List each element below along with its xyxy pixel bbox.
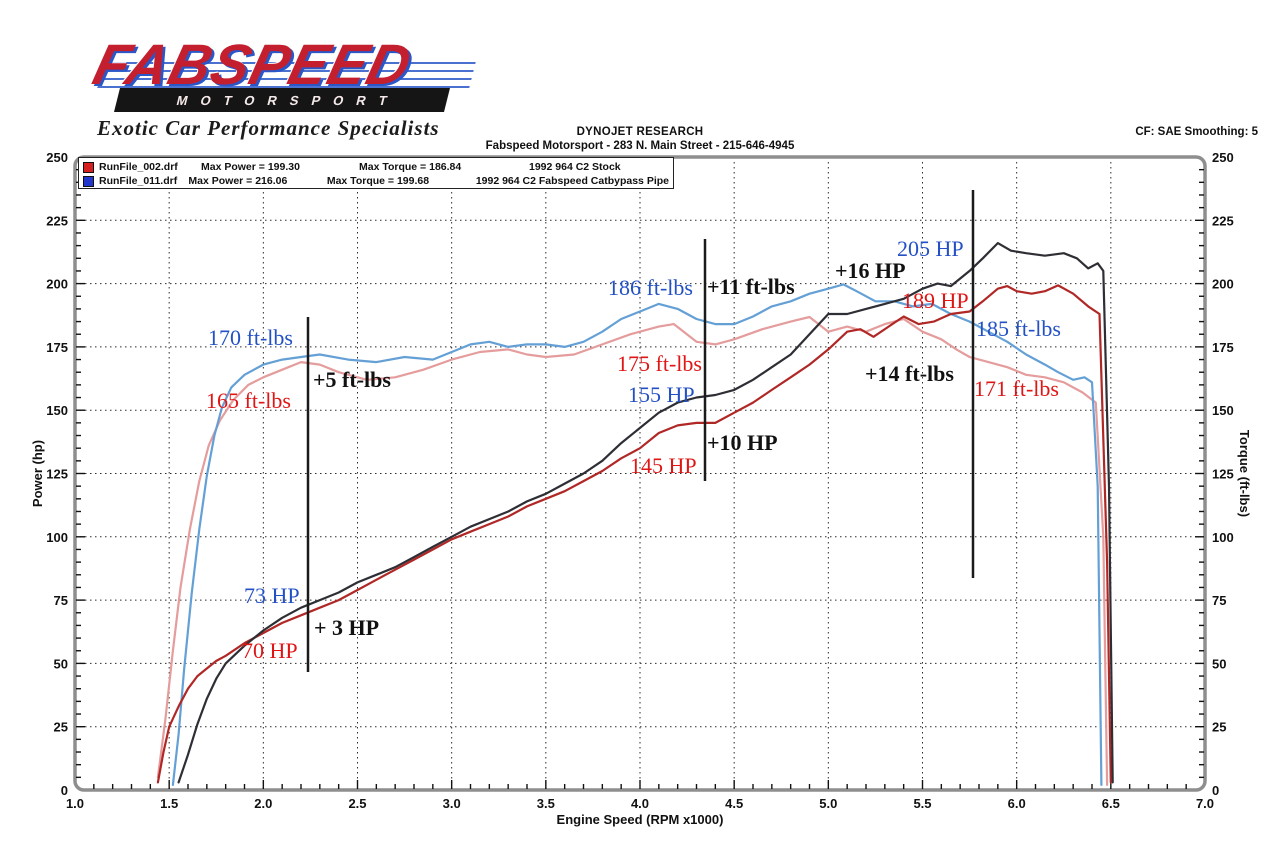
svg-text:Power (hp): Power (hp) xyxy=(30,440,45,507)
curve-annotation: +16 HP xyxy=(835,258,906,283)
legend-row-catbypass: RunFile_011.drf Max Power = 216.06 Max T… xyxy=(83,174,669,188)
curve-annotation: 73 HP xyxy=(244,583,300,608)
svg-text:7.0: 7.0 xyxy=(1196,796,1214,811)
correction-factor-label: CF: SAE Smoothing: 5 xyxy=(1135,126,1258,138)
svg-text:0: 0 xyxy=(61,783,68,798)
svg-text:4.5: 4.5 xyxy=(725,796,743,811)
svg-text:1.5: 1.5 xyxy=(160,796,178,811)
run-legend: RunFile_002.drf Max Power = 199.30 Max T… xyxy=(78,157,674,189)
fabspeed-logo: FABSPEED MOTORSPORT Exotic Car Performan… xyxy=(87,33,495,142)
stock-max-power: Max Power = 199.30 xyxy=(201,161,300,173)
curve-annotation: 155 HP xyxy=(628,382,695,407)
svg-text:75: 75 xyxy=(1212,593,1226,608)
catbypass-max-power: Max Power = 216.06 xyxy=(188,175,288,187)
svg-text:225: 225 xyxy=(46,213,68,228)
svg-text:250: 250 xyxy=(46,150,68,165)
svg-text:6.5: 6.5 xyxy=(1102,796,1120,811)
svg-text:4.0: 4.0 xyxy=(631,796,649,811)
svg-text:50: 50 xyxy=(54,656,68,671)
curve-annotation: 175 ft-lbs xyxy=(617,351,702,376)
curve-annotation: +10 HP xyxy=(707,430,778,455)
svg-text:150: 150 xyxy=(46,403,68,418)
svg-text:175: 175 xyxy=(46,340,68,355)
catbypass-run-file: RunFile_011.drf xyxy=(99,175,178,187)
svg-text:3.5: 3.5 xyxy=(537,796,555,811)
header-center: DYNOJET RESEARCH Fabspeed Motorsport - 2… xyxy=(340,126,940,152)
svg-text:125: 125 xyxy=(46,467,68,482)
svg-text:25: 25 xyxy=(1212,720,1226,735)
svg-text:6.0: 6.0 xyxy=(1008,796,1026,811)
curve-annotation: 145 HP xyxy=(630,453,697,478)
svg-text:150: 150 xyxy=(1212,403,1234,418)
svg-text:225: 225 xyxy=(1212,213,1234,228)
stock-run-swatch-icon xyxy=(83,161,94,173)
curve-annotation: 185 ft-lbs xyxy=(976,316,1061,341)
svg-text:2.0: 2.0 xyxy=(254,796,272,811)
stock-max-torque: Max Torque = 186.84 xyxy=(359,161,462,173)
catbypass-max-torque: Max Torque = 199.68 xyxy=(326,175,430,187)
svg-text:Engine Speed (RPM x1000): Engine Speed (RPM x1000) xyxy=(557,812,724,827)
svg-text:5.5: 5.5 xyxy=(913,796,931,811)
stock-run-file: RunFile_002.drf xyxy=(99,161,178,173)
curve-annotation: + 3 HP xyxy=(314,615,380,640)
svg-text:25: 25 xyxy=(54,720,68,735)
shop-address: Fabspeed Motorsport - 283 N. Main Street… xyxy=(485,140,795,152)
curve-annotation: 189 HP xyxy=(902,288,969,313)
svg-text:5.0: 5.0 xyxy=(819,796,837,811)
curve-annotation: 70 HP xyxy=(242,638,298,663)
curve-annotation: 170 ft-lbs xyxy=(208,325,293,350)
svg-text:50: 50 xyxy=(1212,656,1226,671)
svg-text:1.0: 1.0 xyxy=(66,796,84,811)
curve-annotation: +11 ft-lbs xyxy=(707,274,795,299)
stock-run-desc: 1992 964 C2 Stock xyxy=(529,161,621,173)
svg-text:Torque (ft-lbs): Torque (ft-lbs) xyxy=(1237,430,1252,517)
curve-annotation: 205 HP xyxy=(897,236,964,261)
curve-annotation: +14 ft-lbs xyxy=(865,361,954,386)
curve-annotation: 186 ft-lbs xyxy=(608,275,693,300)
curve-annotation: +5 ft-lbs xyxy=(313,367,391,392)
svg-text:100: 100 xyxy=(1212,530,1234,545)
svg-text:250: 250 xyxy=(1212,150,1234,165)
curve-annotation: 171 ft-lbs xyxy=(974,376,1059,401)
dynojet-title: DYNOJET RESEARCH xyxy=(576,126,704,138)
svg-text:200: 200 xyxy=(1212,277,1234,292)
svg-text:75: 75 xyxy=(54,593,68,608)
catbypass-run-swatch-icon xyxy=(83,175,94,187)
svg-text:125: 125 xyxy=(1212,467,1234,482)
svg-text:100: 100 xyxy=(46,530,68,545)
svg-text:200: 200 xyxy=(46,277,68,292)
logo-tagline: Exotic Car Performance Specialists xyxy=(97,116,440,140)
svg-text:3.0: 3.0 xyxy=(443,796,461,811)
svg-text:2.5: 2.5 xyxy=(348,796,366,811)
catbypass-run-desc: 1992 964 C2 Fabspeed Catbypass Pipe xyxy=(475,175,669,187)
svg-text:175: 175 xyxy=(1212,340,1234,355)
svg-text:0: 0 xyxy=(1212,783,1219,798)
legend-row-stock: RunFile_002.drf Max Power = 199.30 Max T… xyxy=(83,160,669,174)
curve-annotation: 165 ft-lbs xyxy=(206,388,291,413)
